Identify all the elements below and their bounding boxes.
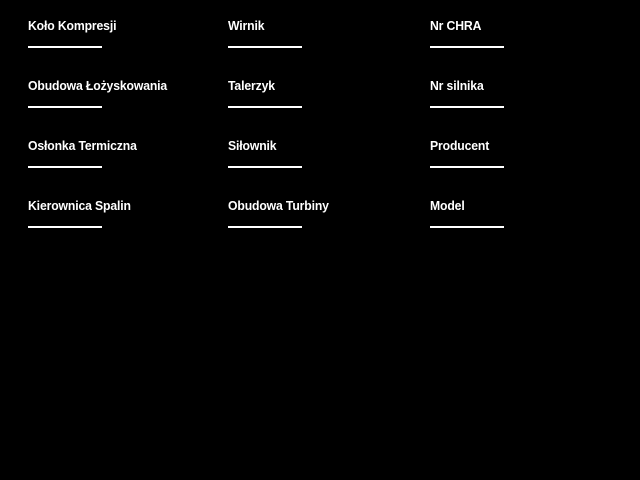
field-kolo-kompresji[interactable]: Koło Kompresji [28, 18, 218, 48]
field-label: Osłonka Termiczna [28, 138, 137, 153]
field-label: Nr CHRA [430, 18, 482, 33]
field-obudowa-lozyskowania[interactable]: Obudowa Łożyskowania [28, 78, 218, 108]
field-obudowa-turbiny[interactable]: Obudowa Turbiny [228, 198, 418, 228]
field-label: Obudowa Łożyskowania [28, 78, 168, 93]
field-label: Obudowa Turbiny [228, 198, 329, 213]
field-blank-rule[interactable] [228, 106, 302, 108]
field-nr-silnika[interactable]: Nr silnika [430, 78, 620, 108]
field-wirnik[interactable]: Wirnik [228, 18, 418, 48]
blank-lower-area [0, 250, 640, 480]
field-blank-rule[interactable] [28, 226, 102, 228]
field-talerzyk[interactable]: Talerzyk [228, 78, 418, 108]
field-blank-rule[interactable] [28, 106, 102, 108]
field-grid: Koło Kompresji Wirnik Nr CHRA Obudowa Ło… [28, 18, 620, 228]
field-label: Nr silnika [430, 78, 484, 93]
field-model[interactable]: Model [430, 198, 620, 228]
field-label: Wirnik [228, 18, 265, 33]
field-kierownica-spalin[interactable]: Kierownica Spalin [28, 198, 218, 228]
field-label: Model [430, 198, 465, 213]
field-label: Talerzyk [228, 78, 275, 93]
field-producent[interactable]: Producent [430, 138, 620, 168]
field-blank-rule[interactable] [430, 46, 504, 48]
field-blank-rule[interactable] [228, 226, 302, 228]
field-label: Siłownik [228, 138, 277, 153]
field-label: Producent [430, 138, 490, 153]
field-nr-chra[interactable]: Nr CHRA [430, 18, 620, 48]
field-blank-rule[interactable] [430, 226, 504, 228]
field-blank-rule[interactable] [228, 46, 302, 48]
field-silownik[interactable]: Siłownik [228, 138, 418, 168]
field-label: Koło Kompresji [28, 18, 117, 33]
field-blank-rule[interactable] [430, 106, 504, 108]
field-blank-rule[interactable] [430, 166, 504, 168]
field-label: Kierownica Spalin [28, 198, 131, 213]
field-blank-rule[interactable] [28, 166, 102, 168]
field-blank-rule[interactable] [28, 46, 102, 48]
field-oslonka-termiczna[interactable]: Osłonka Termiczna [28, 138, 218, 168]
field-blank-rule[interactable] [228, 166, 302, 168]
